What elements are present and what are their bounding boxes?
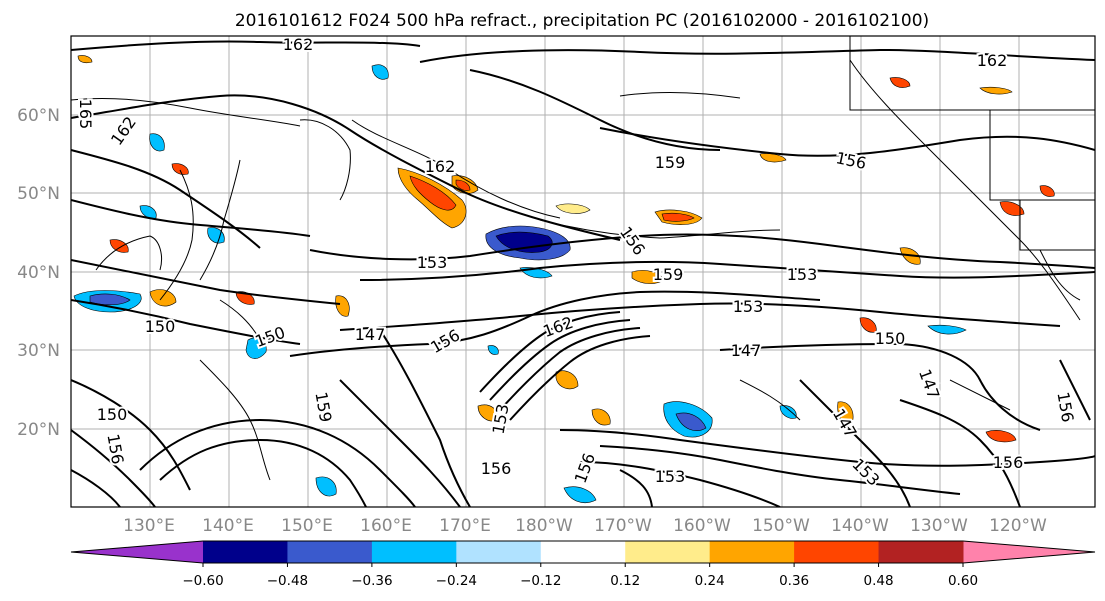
contour-label: 162	[425, 157, 456, 176]
contour-label: 156	[103, 432, 127, 465]
contour-label: 162	[541, 313, 576, 341]
lat-label: 60°N	[17, 106, 60, 126]
lat-label: 40°N	[17, 263, 60, 283]
refractivity-contours	[71, 40, 1095, 507]
map-panel: 162 162 162 165 162 159 156 156 153 159 …	[71, 35, 1095, 507]
colorbar-high-extension	[963, 541, 1095, 563]
contour-label: 156	[993, 453, 1024, 472]
latitude-labels: 60°N 50°N 40°N 30°N 20°N	[17, 106, 60, 440]
contour-label: 162	[283, 35, 314, 54]
lon-label: 170°W	[594, 516, 652, 536]
colorbar-tick-label: 0.60	[948, 573, 978, 589]
lon-label: 170°E	[439, 516, 491, 536]
colorbar-tick-label: 0.48	[864, 573, 894, 589]
contour-label: 153	[655, 467, 686, 486]
contour-label: 147	[731, 341, 762, 360]
lon-label: 180°W	[515, 516, 573, 536]
longitude-labels: 130°E 140°E 150°E 160°E 170°E 180°W 170°W 160°W…	[123, 516, 1047, 536]
contour-label: 156	[481, 459, 512, 478]
lat-label: 50°N	[17, 184, 60, 204]
precip-positive-areas	[77, 55, 1055, 443]
lat-label: 20°N	[17, 420, 60, 440]
lon-label: 160°E	[360, 516, 412, 536]
colorbar-tick-label: −0.12	[520, 573, 561, 589]
colorbar-segment	[625, 541, 711, 563]
colorbar-low-extension	[71, 541, 203, 563]
colorbar-segment	[878, 541, 964, 563]
thin-contours	[71, 91, 1011, 481]
contour-label: 153	[417, 253, 448, 272]
gridlines	[71, 36, 1095, 507]
contour-label: 165	[76, 99, 95, 130]
colorbar-segment	[709, 541, 795, 563]
contour-label: 150	[97, 405, 128, 424]
colorbar-tick-label: −0.36	[351, 573, 392, 589]
colorbar-tick-label: −0.60	[182, 573, 223, 589]
contour-label: 150	[875, 329, 906, 348]
colorbar-segment	[794, 541, 880, 563]
lon-label: 140°E	[202, 516, 254, 536]
lat-label: 30°N	[17, 341, 60, 361]
contour-label: 153	[787, 265, 818, 284]
colorbar-segment	[456, 541, 542, 563]
lon-label: 150°W	[752, 516, 810, 536]
colorbar-tick-label: 0.36	[779, 573, 809, 589]
colorbar-tick-label: −0.24	[436, 573, 477, 589]
contour-label: 162	[977, 51, 1008, 70]
colorbar-tick-label: −0.48	[267, 573, 308, 589]
map-border	[70, 35, 1096, 508]
colorbar-segment	[540, 541, 626, 563]
map-title: 2016101612 F024 500 hPa refract., precip…	[235, 11, 929, 31]
contour-label: 159	[653, 265, 684, 284]
colorbar-segment	[371, 541, 457, 563]
contour-label: 147	[355, 325, 386, 344]
contour-label: 150	[145, 317, 176, 336]
precip-negative-areas	[73, 64, 967, 503]
lon-label: 130°E	[123, 516, 175, 536]
lon-label: 160°W	[673, 516, 731, 536]
contour-label: 159	[655, 153, 686, 172]
lon-label: 130°W	[910, 516, 968, 536]
lon-label: 140°W	[831, 516, 889, 536]
colorbar-tick-label: 0.12	[610, 573, 640, 589]
colorbar: −0.60 −0.48 −0.36 −0.24 −0.12 0.12 0.24 0.36 0.4…	[70, 540, 1096, 589]
lon-label: 120°W	[989, 516, 1047, 536]
colorbar-tick-label: 0.24	[695, 573, 725, 589]
colorbar-segment	[203, 541, 288, 563]
colorbar-segment	[287, 541, 373, 563]
lon-label: 150°E	[281, 516, 333, 536]
contour-label: 153	[733, 297, 764, 316]
